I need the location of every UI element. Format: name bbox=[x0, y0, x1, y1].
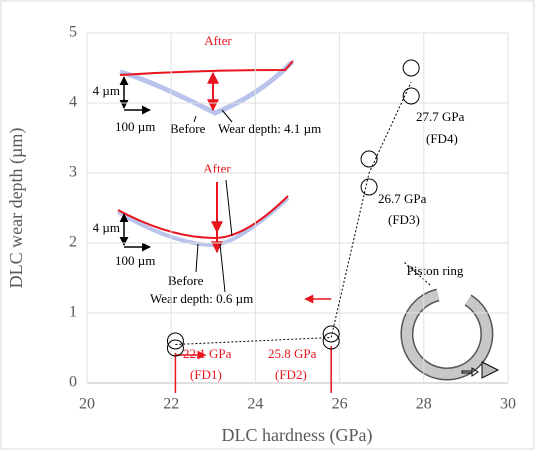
y-tick-label: 2 bbox=[69, 234, 77, 251]
point-label: (FD4) bbox=[426, 131, 458, 146]
point-label: 26.7 GPa bbox=[378, 191, 427, 206]
annotation: After bbox=[204, 33, 232, 48]
trend-line bbox=[175, 81, 412, 345]
point-label: 25.8 GPa bbox=[268, 346, 317, 361]
leader bbox=[403, 261, 431, 286]
x-tick-label: 30 bbox=[500, 396, 516, 413]
point bbox=[360, 178, 378, 196]
annotation: Before bbox=[168, 273, 204, 288]
point-label: 27.7 GPa bbox=[416, 109, 465, 124]
y-tick-label: 1 bbox=[69, 304, 77, 321]
annotation: 100 µm bbox=[115, 119, 155, 134]
after-profile bbox=[117, 195, 289, 240]
view-arrow bbox=[461, 367, 479, 377]
annotation: Before bbox=[170, 121, 206, 136]
y-tick-label: 3 bbox=[69, 164, 77, 181]
point bbox=[402, 59, 420, 77]
leader bbox=[219, 243, 226, 293]
x-tick-label: 20 bbox=[79, 396, 95, 413]
x-tick-label: 24 bbox=[247, 396, 263, 413]
point bbox=[166, 332, 184, 350]
leader bbox=[225, 179, 233, 237]
y-axis-title: DLC wear depth (µm) bbox=[6, 128, 27, 289]
point bbox=[322, 332, 340, 350]
leader bbox=[221, 109, 233, 123]
eye-icon bbox=[481, 361, 500, 379]
annotation: 4 µm bbox=[93, 83, 120, 98]
annotation: Wear depth: 4.1 µm bbox=[218, 121, 321, 136]
annotation: 100 µm bbox=[115, 253, 155, 268]
y-tick-label: 4 bbox=[69, 94, 77, 111]
point-label: 22.1 GPa bbox=[183, 346, 232, 361]
leader bbox=[193, 115, 197, 123]
x-tick-label: 22 bbox=[163, 396, 179, 413]
before-profile bbox=[119, 60, 294, 116]
annotation: Piston ring bbox=[407, 263, 464, 278]
point bbox=[322, 325, 340, 343]
point bbox=[402, 87, 420, 105]
inset-top bbox=[119, 60, 294, 123]
point-label: (FD2) bbox=[275, 367, 307, 382]
ring bbox=[401, 290, 492, 379]
point bbox=[166, 339, 184, 357]
leader bbox=[195, 243, 199, 273]
point bbox=[360, 150, 378, 168]
annotation: After bbox=[203, 161, 231, 176]
point-label: (FD1) bbox=[190, 367, 222, 382]
after-profile bbox=[119, 60, 294, 76]
inset-bottom bbox=[116, 179, 290, 293]
x-tick-label: 26 bbox=[332, 396, 348, 413]
annotation: Wear depth: 0.6 µm bbox=[150, 291, 253, 306]
piston-ring bbox=[400, 261, 500, 381]
annotation: 4 µm bbox=[93, 220, 120, 235]
x-tick-label: 28 bbox=[416, 396, 432, 413]
x-axis-title: DLC hardness (GPa) bbox=[222, 425, 373, 446]
y-tick-label: 5 bbox=[69, 24, 77, 41]
y-tick-label: 0 bbox=[69, 374, 77, 391]
point-label: (FD3) bbox=[388, 212, 420, 227]
